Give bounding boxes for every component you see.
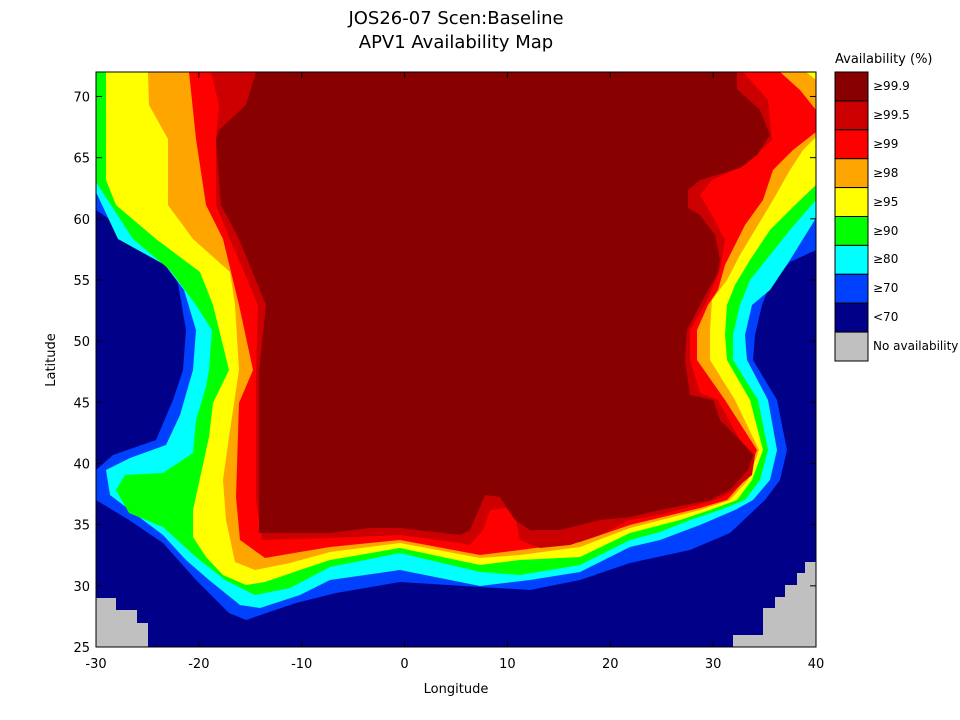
legend-swatch [834,129,869,160]
legend-label: No availability [873,339,959,354]
y-tick-label: 45 [73,396,90,411]
legend-swatch [834,273,869,304]
legend-swatch [834,71,869,102]
legend-swatch [834,187,869,218]
band-99-9 [216,72,770,535]
x-tick-label: 30 [705,657,722,672]
y-tick-label: 70 [73,90,90,105]
y-tick-label: 60 [73,213,90,228]
legend-label: ≥70 [873,281,899,296]
legend-label: ≥98 [873,165,899,180]
legend-label: ≥99.5 [873,107,910,122]
legend-swatch [834,331,869,362]
x-tick-label: 20 [602,657,619,672]
no-availability-region-east [733,562,816,647]
x-tick-label: 0 [400,657,408,672]
legend-swatch [834,158,869,189]
legend-label: ≥80 [873,252,899,267]
legend-swatch [834,100,869,131]
x-tick-label: 10 [499,657,516,672]
x-tick-label: 40 [808,657,825,672]
no-availability-region-west [96,598,148,647]
legend-label: ≥99.9 [873,79,910,93]
legend-swatch [834,216,869,246]
y-tick-label: 35 [73,519,90,534]
legend-title: Availability (%) [835,52,933,67]
y-tick-label: 30 [73,580,90,595]
x-axis-label: Longitude [424,682,489,697]
x-tick-label: -30 [85,657,106,672]
x-tick-label: -10 [291,657,312,672]
chart-title-line-1: JOS26-07 Scen:Baseline [348,8,564,29]
y-tick-label: 50 [73,335,90,350]
chart-title-line-2: APV1 Availability Map [358,32,554,53]
x-tick-label: -20 [188,657,209,672]
legend-swatch [834,244,869,275]
y-tick-label: 40 [73,457,90,472]
y-tick-label: 65 [73,152,90,167]
legend-label: ≥95 [873,194,899,209]
plot-frame [95,71,817,648]
y-tick-label: 25 [73,641,90,656]
legend-label: ≥99 [873,136,899,151]
y-axis-label: Latitude [44,333,59,387]
legend-label: <70 [873,310,899,325]
legend-swatch [834,302,869,333]
y-tick-label: 55 [73,274,90,289]
legend-label: ≥90 [873,223,899,238]
